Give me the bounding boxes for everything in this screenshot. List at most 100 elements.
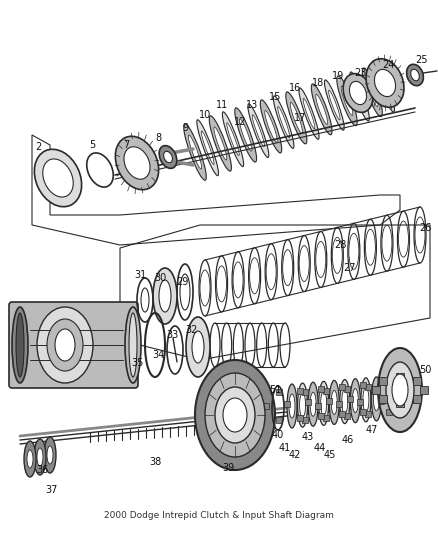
Ellipse shape — [324, 80, 343, 130]
Text: 32: 32 — [185, 325, 198, 335]
Ellipse shape — [191, 331, 204, 363]
Text: 28: 28 — [333, 240, 346, 250]
Ellipse shape — [285, 92, 306, 144]
Bar — [343, 386, 350, 392]
Text: 51: 51 — [268, 385, 281, 395]
Ellipse shape — [239, 119, 251, 151]
Ellipse shape — [186, 317, 209, 377]
Text: 45: 45 — [323, 450, 336, 460]
Ellipse shape — [330, 391, 336, 415]
Bar — [412, 377, 420, 385]
Ellipse shape — [153, 268, 177, 324]
Ellipse shape — [315, 94, 327, 124]
Ellipse shape — [205, 373, 265, 457]
Ellipse shape — [37, 307, 93, 383]
Text: 5: 5 — [88, 140, 95, 150]
Ellipse shape — [34, 439, 46, 475]
Ellipse shape — [247, 104, 268, 157]
Text: 41: 41 — [278, 443, 290, 453]
Ellipse shape — [320, 391, 326, 415]
Ellipse shape — [309, 392, 315, 416]
Ellipse shape — [381, 376, 391, 420]
Ellipse shape — [115, 136, 158, 190]
Bar — [314, 403, 320, 409]
Bar — [378, 398, 383, 403]
Bar — [301, 416, 307, 423]
Ellipse shape — [226, 123, 239, 156]
Bar — [399, 396, 405, 402]
Ellipse shape — [297, 383, 307, 427]
Ellipse shape — [125, 307, 141, 383]
Ellipse shape — [129, 313, 137, 377]
Ellipse shape — [379, 74, 389, 102]
Ellipse shape — [374, 64, 394, 112]
Bar — [346, 396, 353, 402]
Ellipse shape — [311, 84, 331, 135]
Ellipse shape — [377, 348, 421, 432]
Ellipse shape — [339, 379, 349, 424]
Ellipse shape — [37, 448, 43, 466]
Bar — [395, 373, 403, 381]
Ellipse shape — [264, 110, 276, 142]
Ellipse shape — [371, 377, 381, 421]
Text: 10: 10 — [198, 110, 211, 120]
Ellipse shape — [318, 381, 328, 425]
Ellipse shape — [365, 59, 403, 107]
Ellipse shape — [307, 382, 318, 426]
Text: 19: 19 — [331, 71, 343, 81]
Ellipse shape — [222, 112, 243, 167]
Ellipse shape — [361, 68, 381, 117]
Ellipse shape — [27, 450, 33, 468]
Ellipse shape — [234, 108, 256, 162]
Ellipse shape — [34, 149, 81, 207]
Bar — [385, 409, 392, 415]
Bar — [322, 415, 328, 421]
Ellipse shape — [159, 146, 177, 168]
Ellipse shape — [12, 307, 28, 383]
Text: 34: 34 — [152, 350, 164, 360]
Bar — [343, 413, 350, 419]
Ellipse shape — [124, 147, 150, 179]
Ellipse shape — [328, 90, 339, 120]
Text: 8: 8 — [155, 133, 161, 143]
Text: 30: 30 — [154, 273, 166, 283]
Ellipse shape — [340, 86, 352, 116]
Text: 47: 47 — [365, 425, 377, 435]
Bar — [318, 413, 324, 419]
Ellipse shape — [290, 102, 302, 133]
Text: 11: 11 — [215, 100, 228, 110]
Ellipse shape — [385, 362, 413, 418]
Text: 29: 29 — [175, 277, 188, 287]
Text: 7: 7 — [123, 140, 129, 150]
Ellipse shape — [349, 72, 368, 121]
Bar — [395, 399, 403, 407]
Text: 13: 13 — [245, 100, 258, 110]
Ellipse shape — [350, 378, 360, 423]
Ellipse shape — [196, 120, 218, 176]
Ellipse shape — [406, 64, 422, 86]
Bar — [378, 395, 386, 403]
Ellipse shape — [298, 88, 318, 139]
Ellipse shape — [183, 124, 206, 180]
Text: 26: 26 — [418, 223, 430, 233]
Text: 43: 43 — [301, 432, 314, 442]
FancyBboxPatch shape — [9, 302, 138, 388]
Bar — [360, 409, 366, 415]
Bar — [262, 403, 268, 409]
Ellipse shape — [373, 387, 378, 411]
Bar — [301, 390, 307, 395]
Text: 39: 39 — [221, 463, 233, 473]
Text: 2: 2 — [35, 142, 41, 152]
Ellipse shape — [159, 280, 171, 312]
Bar — [276, 416, 281, 423]
Ellipse shape — [55, 329, 75, 361]
Bar — [318, 386, 324, 392]
Ellipse shape — [223, 398, 247, 432]
Text: 24: 24 — [381, 60, 393, 70]
Text: 23: 23 — [353, 68, 365, 78]
Ellipse shape — [209, 116, 231, 171]
Ellipse shape — [336, 76, 357, 126]
Text: 37: 37 — [46, 485, 58, 495]
Bar — [378, 377, 386, 385]
Text: 16: 16 — [288, 83, 300, 93]
